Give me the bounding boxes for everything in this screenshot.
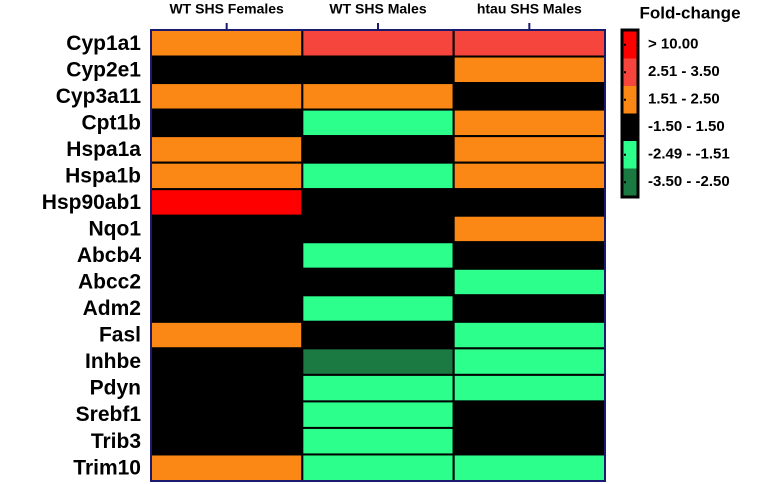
legend-label: 2.51 - 3.50 xyxy=(648,63,720,80)
legend-frame xyxy=(620,28,640,199)
heatmap-cell xyxy=(150,400,304,429)
heatmap-cell xyxy=(301,29,455,58)
heatmap-cell xyxy=(150,214,304,244)
legend-label: -2.49 - -1.51 xyxy=(648,146,730,163)
heatmap-cell xyxy=(150,161,304,191)
row-label: Pdyn xyxy=(90,377,141,400)
heatmap-cell xyxy=(301,453,455,482)
heatmap-cell xyxy=(452,135,606,164)
heatmap-cell xyxy=(301,161,455,191)
heatmap-cell xyxy=(150,294,304,323)
heatmap-cell xyxy=(301,373,455,403)
heatmap-cell xyxy=(301,241,455,270)
heatmap-cell xyxy=(301,426,455,456)
legend-swatch xyxy=(623,58,637,86)
row-label: Adm2 xyxy=(83,297,141,320)
heatmap-cell xyxy=(452,241,606,270)
heatmap-cell xyxy=(150,29,304,58)
row-label: Cyp2e1 xyxy=(66,58,141,81)
column-label: WT SHS Females xyxy=(169,1,284,17)
heatmap-cell xyxy=(452,347,606,376)
row-label: Srebf1 xyxy=(76,403,142,426)
legend-swatch xyxy=(623,31,637,59)
heatmap-cell xyxy=(150,453,304,482)
column-label: WT SHS Males xyxy=(329,1,426,17)
heatmap-cell xyxy=(452,55,606,85)
heatmap-cell xyxy=(150,135,304,164)
heatmap-frame xyxy=(150,29,606,482)
heatmap-cell xyxy=(301,135,455,164)
legend-swatch xyxy=(623,168,637,196)
heatmap-cell xyxy=(452,161,606,191)
row-label: Abcc2 xyxy=(78,271,141,294)
heatmap-cell xyxy=(452,320,606,350)
heatmap-cell xyxy=(150,373,304,403)
column-label: htau SHS Males xyxy=(477,1,582,17)
heatmap-cell xyxy=(452,400,606,429)
heatmap-cell xyxy=(301,82,455,111)
heatmap-cell xyxy=(150,320,304,350)
heatmap-cell xyxy=(301,294,455,323)
heatmap-cell xyxy=(150,426,304,456)
legend-swatch xyxy=(623,86,637,114)
heatmap-cell xyxy=(301,347,455,376)
legend-label: -3.50 - -2.50 xyxy=(648,173,730,190)
heatmap-cell xyxy=(452,82,606,111)
row-label: Hsp90ab1 xyxy=(42,191,142,214)
legend-title: Fold-change xyxy=(639,3,740,22)
row-label: Trim10 xyxy=(73,456,141,479)
heatmap-cell xyxy=(150,108,304,138)
heatmap-cell xyxy=(150,82,304,111)
heatmap-cell xyxy=(452,426,606,456)
heatmap-cell xyxy=(452,29,606,58)
heatmap-cell xyxy=(301,188,455,217)
heatmap-cell xyxy=(150,188,304,217)
heatmap-cell xyxy=(301,214,455,244)
heatmap-cell xyxy=(150,347,304,376)
heatmap-cell xyxy=(150,241,304,270)
legend-swatch xyxy=(623,141,637,169)
row-label: Cpt1b xyxy=(82,111,142,134)
row-label: Fasl xyxy=(99,324,141,347)
heatmap-cell xyxy=(452,453,606,482)
legend-label: -1.50 - 1.50 xyxy=(648,118,725,135)
row-label: Inhbe xyxy=(85,350,141,373)
row-label: Nqo1 xyxy=(89,218,142,241)
heatmap-cell xyxy=(452,108,606,138)
legend-label: > 10.00 xyxy=(648,36,698,53)
heatmap-cell xyxy=(452,188,606,217)
row-label: Abcb4 xyxy=(77,244,142,267)
row-label: Hspa1b xyxy=(65,164,141,187)
heatmap-cell xyxy=(301,108,455,138)
heatmap-cell xyxy=(301,320,455,350)
heatmap-cell xyxy=(452,373,606,403)
heatmap-cell xyxy=(301,267,455,297)
heatmap-cell xyxy=(452,267,606,297)
legend-swatch xyxy=(623,113,637,141)
legend-label: 1.51 - 2.50 xyxy=(648,91,720,108)
heatmap-cell xyxy=(301,400,455,429)
row-label: Cyp1a1 xyxy=(66,32,141,55)
row-label: Cyp3a11 xyxy=(56,85,142,108)
heatmap-cell xyxy=(150,267,304,297)
heatmap-cell xyxy=(452,214,606,244)
heatmap-cell xyxy=(452,294,606,323)
row-label: Hspa1a xyxy=(66,138,141,161)
heatmap-cell xyxy=(301,55,455,85)
row-label: Trib3 xyxy=(91,430,141,453)
heatmap-cell xyxy=(150,55,304,85)
